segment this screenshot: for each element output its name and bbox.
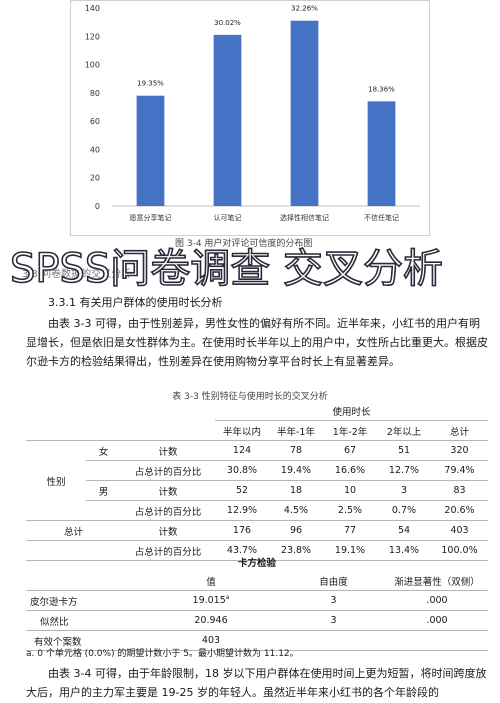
bars: 19.35% 30.02% 32.26% 18.36% bbox=[136, 5, 396, 206]
row-label: 似然比 bbox=[26, 610, 141, 631]
cell: 12.9% bbox=[215, 500, 269, 521]
row-label: 有效个案数 bbox=[26, 630, 141, 651]
col-header: 1年-2年 bbox=[323, 420, 377, 441]
cell: 320 bbox=[431, 440, 488, 461]
total-label: 总计 bbox=[26, 520, 121, 541]
category-label: 愿意分享笔记 bbox=[130, 213, 172, 222]
cell: 4.5% bbox=[269, 500, 323, 521]
col-header: 总计 bbox=[431, 420, 488, 441]
bar bbox=[367, 101, 396, 206]
cell: 78 bbox=[269, 440, 323, 461]
cell: 13.4% bbox=[377, 540, 431, 561]
crosstab-table: 使用时长 半年以内 半年-1年 1年-2年 2年以上 总计 性别 女 计数 12… bbox=[26, 401, 488, 561]
cell: 124 bbox=[215, 440, 269, 461]
y-tick-label: 40 bbox=[90, 145, 100, 154]
chi-square-table: 卡方检验 值 自由度 渐进显著性（双侧） 皮尔逊卡方 19.015a 3 .00… bbox=[26, 552, 488, 651]
data-label: 18.36% bbox=[368, 85, 395, 93]
y-tick-label: 60 bbox=[90, 117, 100, 126]
stat-label: 占总计的百分比 bbox=[121, 460, 215, 481]
stat-label: 计数 bbox=[121, 480, 215, 501]
overlay-title: SPSS问卷调查 交叉分析 bbox=[9, 245, 444, 293]
female-label: 女 bbox=[86, 440, 121, 461]
cell: 19.1% bbox=[323, 540, 377, 561]
cell: 23.8% bbox=[269, 540, 323, 561]
footnote-mark: a bbox=[225, 594, 230, 602]
cell: 16.6% bbox=[323, 460, 377, 481]
col-header: 2年以上 bbox=[377, 420, 431, 441]
cell: 96 bbox=[269, 520, 323, 541]
bar bbox=[136, 95, 165, 206]
cell: 79.4% bbox=[431, 460, 488, 481]
stat-label: 计数 bbox=[121, 440, 215, 461]
cell: 100.0% bbox=[431, 540, 488, 561]
cell: 19.015a bbox=[141, 590, 281, 611]
cell: 20.946 bbox=[141, 610, 281, 631]
cell: 2.5% bbox=[323, 500, 377, 521]
category-label: 不信任笔记 bbox=[364, 213, 399, 222]
cell bbox=[281, 630, 386, 651]
cell: .000 bbox=[386, 610, 488, 631]
y-tick-label: 20 bbox=[90, 174, 100, 183]
y-tick-label: 100 bbox=[85, 61, 100, 70]
subsection-heading: 3.3.1 有关用户群体的使用时长分析 bbox=[48, 296, 223, 309]
cell: 67 bbox=[323, 440, 377, 461]
col-header: 半年以内 bbox=[215, 420, 269, 441]
cell: 403 bbox=[141, 630, 281, 651]
cell: 51 bbox=[377, 440, 431, 461]
col-header: 值 bbox=[141, 571, 281, 591]
cell: 18 bbox=[269, 480, 323, 501]
cell-value: 19.015 bbox=[192, 595, 226, 607]
cell: 3 bbox=[281, 610, 386, 631]
male-label: 男 bbox=[86, 480, 121, 501]
group-header: 使用时长 bbox=[215, 401, 488, 421]
cell: 3 bbox=[377, 480, 431, 501]
data-label: 19.35% bbox=[137, 80, 164, 88]
chi-square-footnote: a. 0 个单元格 (0.0%) 的期望计数小于 5。最小期望计数为 11.12… bbox=[26, 649, 299, 659]
y-tick-label: 140 bbox=[85, 4, 100, 13]
cell: 12.7% bbox=[377, 460, 431, 481]
bar bbox=[290, 20, 319, 206]
cell: 0.7% bbox=[377, 500, 431, 521]
cell: 83 bbox=[431, 480, 488, 501]
y-tick-label: 80 bbox=[90, 89, 100, 98]
cell: 54 bbox=[377, 520, 431, 541]
cell: 403 bbox=[431, 520, 488, 541]
paragraph-2: 由表 3-4 可得，由于年龄限制，18 岁以下用户群体在使用时间上更为短暂，将时… bbox=[26, 664, 488, 702]
stat-label: 占总计的百分比 bbox=[121, 500, 215, 521]
cell: 10 bbox=[323, 480, 377, 501]
row-label: 皮尔逊卡方 bbox=[26, 590, 141, 611]
data-label: 30.02% bbox=[214, 19, 241, 27]
cell: 30.8% bbox=[215, 460, 269, 481]
cell: 77 bbox=[323, 520, 377, 541]
row-var-label: 性别 bbox=[26, 440, 86, 521]
table-caption: 表 3-3 性别特征与使用时长的交叉分析 bbox=[172, 392, 328, 402]
category-label: 认可笔记 bbox=[214, 213, 242, 222]
x-axis-categories: 愿意分享笔记 认可笔记 选择性相信笔记 不信任笔记 bbox=[130, 213, 400, 222]
stat-label: 占总计的百分比 bbox=[121, 540, 215, 561]
bar bbox=[213, 34, 242, 206]
category-label: 选择性相信笔记 bbox=[280, 213, 329, 222]
cell: 3 bbox=[281, 590, 386, 611]
data-label: 32.26% bbox=[291, 5, 318, 13]
paragraph-1-text: 由表 3-3 可得，由于性别差异，男性女性的偏好有所不同。近半年来，小红书的用户… bbox=[26, 317, 488, 368]
cell: 43.7% bbox=[215, 540, 269, 561]
cell: 176 bbox=[215, 520, 269, 541]
cell bbox=[386, 630, 488, 651]
y-tick-label: 0 bbox=[95, 202, 100, 211]
figure-caption: 图 3-4 用户对评论可信度的分布图 bbox=[175, 239, 313, 249]
col-header: 半年-1年 bbox=[269, 420, 323, 441]
paragraph-1: 由表 3-3 可得，由于性别差异，男性女性的偏好有所不同。近半年来，小红书的用户… bbox=[26, 314, 488, 371]
y-tick-label: 120 bbox=[85, 32, 100, 41]
cell: 20.6% bbox=[431, 500, 488, 521]
cell: .000 bbox=[386, 590, 488, 611]
chi-square-title: 卡方检验 bbox=[237, 557, 276, 569]
paragraph-2-text: 由表 3-4 可得，由于年龄限制，18 岁以下用户群体在使用时间上更为短暂，将时… bbox=[26, 667, 487, 699]
cell: 52 bbox=[215, 480, 269, 501]
col-header: 渐进显著性（双侧） bbox=[386, 571, 488, 591]
cell: 19.4% bbox=[269, 460, 323, 481]
section-heading: 3.3 问卷数据的交叉分析 bbox=[22, 269, 132, 280]
col-header: 自由度 bbox=[281, 571, 386, 591]
stat-label: 计数 bbox=[121, 520, 215, 541]
bar-chart: 0 20 40 60 80 100 120 140 19.35% 30.02% 32.26% 18.… bbox=[70, 0, 430, 236]
